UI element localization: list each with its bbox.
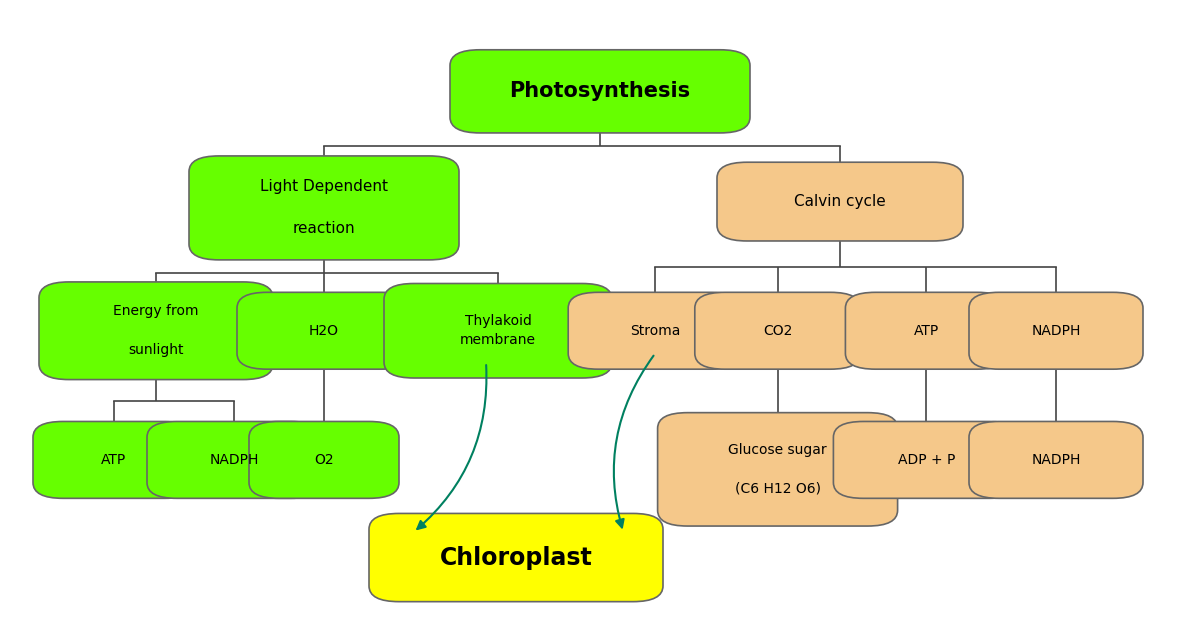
FancyBboxPatch shape — [148, 421, 322, 498]
Text: Chloroplast: Chloroplast — [439, 546, 593, 570]
FancyBboxPatch shape — [970, 421, 1142, 498]
FancyBboxPatch shape — [833, 421, 1020, 498]
Text: NADPH: NADPH — [1031, 453, 1081, 467]
Text: ADP + P: ADP + P — [898, 453, 955, 467]
Text: ATP: ATP — [913, 324, 940, 338]
FancyBboxPatch shape — [970, 292, 1142, 369]
FancyBboxPatch shape — [250, 421, 398, 498]
Text: ATP: ATP — [101, 453, 127, 467]
Text: NADPH: NADPH — [209, 453, 259, 467]
FancyBboxPatch shape — [238, 292, 412, 369]
FancyBboxPatch shape — [695, 292, 860, 369]
FancyBboxPatch shape — [384, 284, 612, 378]
FancyBboxPatch shape — [845, 292, 1008, 369]
Text: Thylakoid
membrane: Thylakoid membrane — [460, 314, 536, 348]
Text: Stroma: Stroma — [630, 324, 680, 338]
Text: Energy from

sunlight: Energy from sunlight — [113, 304, 199, 357]
Text: O2: O2 — [314, 453, 334, 467]
Text: NADPH: NADPH — [1031, 324, 1081, 338]
FancyBboxPatch shape — [450, 50, 750, 133]
FancyBboxPatch shape — [658, 413, 898, 526]
FancyBboxPatch shape — [370, 513, 662, 602]
Text: CO2: CO2 — [763, 324, 792, 338]
Text: Light Dependent

reaction: Light Dependent reaction — [260, 180, 388, 236]
Text: Calvin cycle: Calvin cycle — [794, 194, 886, 209]
Text: H2O: H2O — [310, 324, 340, 338]
FancyBboxPatch shape — [569, 292, 742, 369]
FancyBboxPatch shape — [190, 156, 458, 260]
Text: Photosynthesis: Photosynthesis — [510, 81, 690, 101]
Text: Glucose sugar

(C6 H12 O6): Glucose sugar (C6 H12 O6) — [728, 443, 827, 496]
FancyBboxPatch shape — [716, 162, 964, 241]
FancyBboxPatch shape — [40, 282, 274, 379]
FancyBboxPatch shape — [32, 421, 194, 498]
